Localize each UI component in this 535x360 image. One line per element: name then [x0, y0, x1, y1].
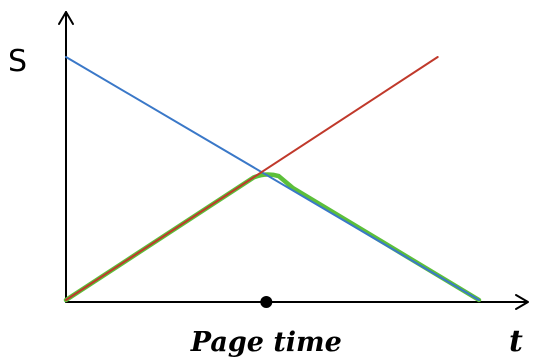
- series-line-2: [65, 56, 439, 301]
- y-axis: [58, 11, 74, 303]
- marker-point-1: [260, 296, 273, 308]
- y-axis-label: S: [8, 44, 27, 79]
- x-axis-arrowhead: [515, 294, 529, 310]
- marker-label-1: Page time: [190, 327, 342, 358]
- x-axis-label: t: [509, 324, 523, 359]
- y-axis-arrowhead: [58, 11, 74, 25]
- series-line-1: [65, 56, 480, 301]
- series-layer: [63, 56, 482, 303]
- x-axis: [65, 294, 529, 310]
- series-line-3: [63, 172, 482, 303]
- marker-layer: Page time: [190, 296, 342, 358]
